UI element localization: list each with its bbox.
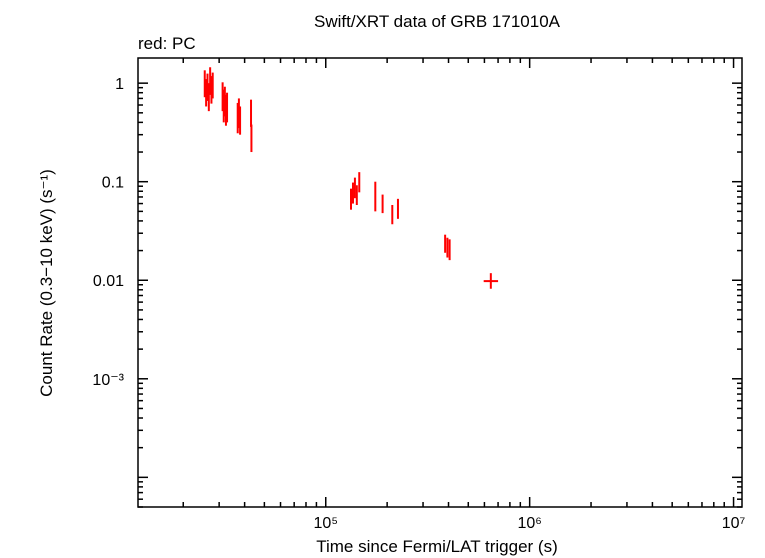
y-tick-label: 0.1 — [102, 175, 124, 192]
chart-title: Swift/XRT data of GRB 171010A — [314, 12, 561, 31]
axis-ticks — [138, 58, 742, 508]
y-tick-label: 10⁻³ — [92, 372, 124, 389]
chart-subtitle: red: PC — [138, 34, 196, 53]
x-tick-label: 10⁷ — [722, 515, 746, 532]
x-tick-label: 10⁶ — [517, 515, 541, 532]
x-axis-label: Time since Fermi/LAT trigger (s) — [316, 537, 558, 556]
y-axis-label: Count Rate (0.3−10 keV) (s⁻¹) — [37, 169, 56, 397]
data-point — [483, 273, 499, 289]
axis-tick-labels: 10⁵ 10⁶ 10⁷ 1 0.1 0.01 10⁻³ — [92, 76, 745, 532]
x-tick-label: 10⁵ — [314, 515, 338, 532]
plot-frame — [137, 57, 743, 508]
y-tick-label: 1 — [115, 76, 124, 93]
data-points — [203, 67, 499, 289]
y-tick-label: 0.01 — [93, 273, 124, 290]
